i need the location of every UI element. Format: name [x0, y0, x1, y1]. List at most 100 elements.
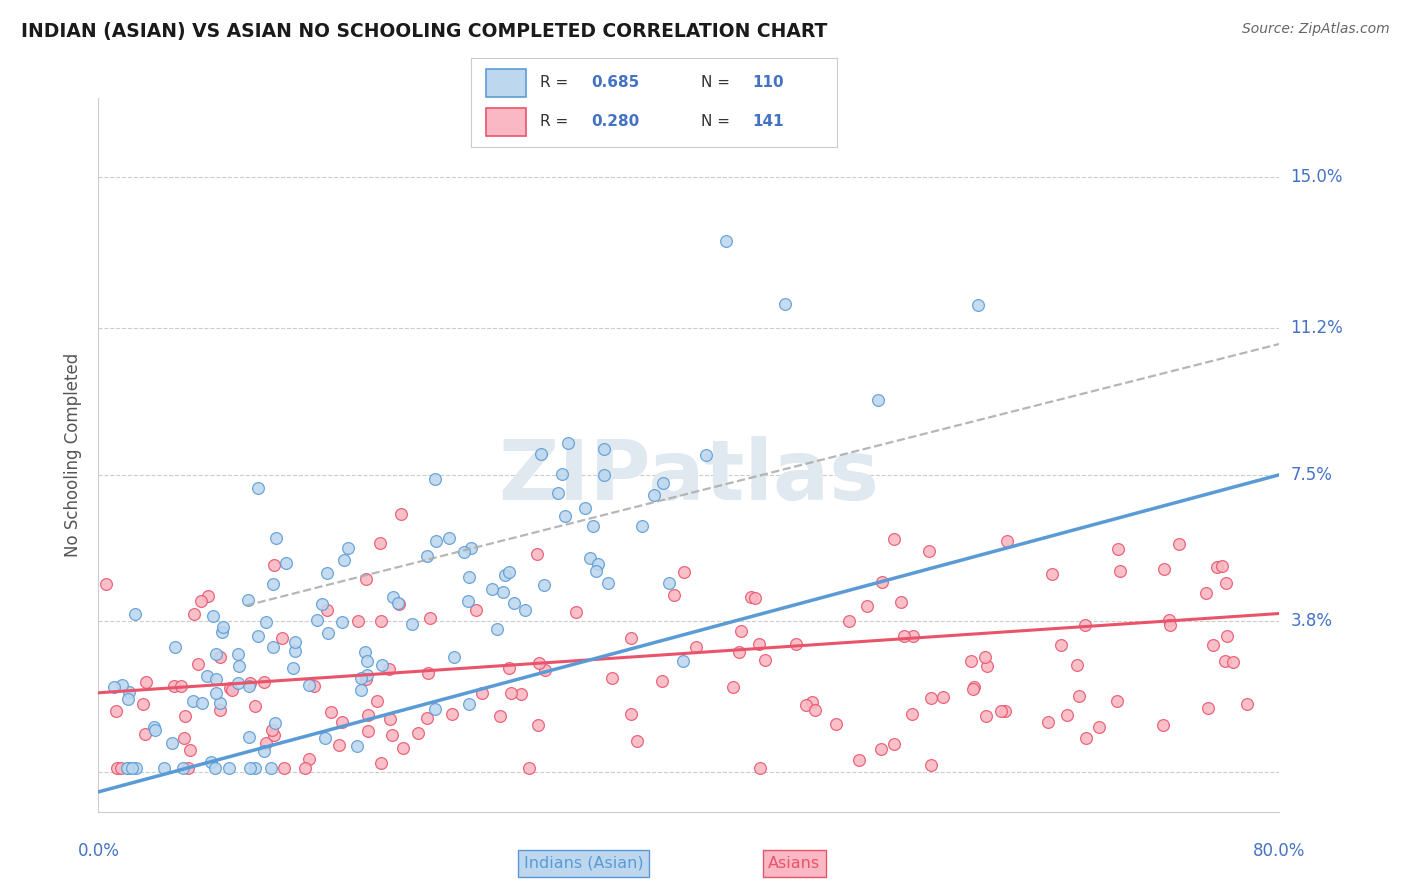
Text: Source: ZipAtlas.com: Source: ZipAtlas.com: [1241, 22, 1389, 37]
Text: 110: 110: [752, 75, 785, 90]
Point: [270, 631, 292, 645]
Point: [212, 620, 235, 634]
Point: [995, 534, 1018, 549]
Point: [1050, 638, 1073, 652]
Point: [262, 577, 284, 591]
Point: [382, 590, 405, 604]
Point: [1105, 694, 1128, 708]
Point: [962, 681, 984, 696]
Point: [1056, 707, 1078, 722]
Point: [900, 707, 922, 722]
Text: Indians (Asian): Indians (Asian): [523, 856, 644, 871]
Point: [170, 679, 193, 693]
Point: [593, 442, 616, 456]
Point: [307, 613, 329, 627]
Point: [378, 662, 401, 676]
Point: [273, 761, 295, 775]
Point: [773, 297, 796, 311]
Point: [920, 758, 942, 772]
Point: [1036, 715, 1059, 730]
Point: [190, 593, 212, 607]
Point: [370, 756, 392, 770]
Text: 3.8%: 3.8%: [1291, 613, 1333, 631]
Point: [585, 565, 607, 579]
Point: [547, 485, 569, 500]
Point: [205, 672, 228, 686]
Point: [260, 761, 283, 775]
Point: [579, 551, 602, 566]
Point: [1040, 566, 1063, 581]
Point: [513, 602, 536, 616]
Point: [173, 709, 195, 723]
Point: [246, 629, 269, 643]
Point: [1074, 731, 1097, 746]
Text: ZIPatlas: ZIPatlas: [499, 436, 879, 516]
Point: [294, 761, 316, 775]
Point: [135, 675, 157, 690]
Point: [208, 696, 231, 710]
Point: [281, 661, 304, 675]
Point: [191, 697, 214, 711]
Point: [350, 683, 373, 698]
Point: [620, 707, 643, 722]
Point: [754, 652, 776, 666]
Point: [370, 615, 392, 629]
Text: 7.5%: 7.5%: [1291, 466, 1333, 483]
Text: 0.280: 0.280: [592, 114, 640, 129]
Point: [381, 728, 404, 742]
Point: [557, 436, 579, 450]
Point: [387, 596, 409, 610]
Point: [893, 628, 915, 642]
Text: INDIAN (ASIAN) VS ASIAN NO SCHOOLING COMPLETED CORRELATION CHART: INDIAN (ASIAN) VS ASIAN NO SCHOOLING COM…: [21, 22, 828, 41]
Point: [238, 761, 260, 775]
Point: [356, 654, 378, 668]
Point: [388, 598, 411, 612]
Point: [263, 558, 285, 573]
Point: [1236, 698, 1258, 712]
Point: [494, 568, 516, 582]
Point: [333, 553, 356, 567]
Point: [517, 761, 540, 775]
Point: [177, 761, 200, 775]
Point: [104, 705, 127, 719]
Point: [357, 707, 380, 722]
Y-axis label: No Schooling Completed: No Schooling Completed: [63, 353, 82, 557]
Point: [145, 723, 167, 737]
Point: [631, 518, 654, 533]
Point: [1197, 701, 1219, 715]
Point: [117, 761, 139, 775]
Point: [253, 744, 276, 758]
Point: [554, 508, 576, 523]
Text: R =: R =: [540, 114, 574, 129]
Point: [416, 549, 439, 563]
Point: [330, 714, 353, 729]
Point: [298, 678, 321, 692]
Point: [1153, 562, 1175, 576]
Text: R =: R =: [540, 75, 574, 90]
Point: [1152, 717, 1174, 731]
Point: [527, 656, 550, 670]
Point: [501, 686, 523, 700]
Point: [458, 570, 481, 584]
Point: [173, 731, 195, 745]
Point: [748, 761, 770, 775]
Point: [931, 690, 953, 705]
Point: [1216, 629, 1239, 643]
Point: [527, 718, 550, 732]
Point: [883, 737, 905, 751]
Point: [298, 752, 321, 766]
Point: [316, 626, 339, 640]
Point: [643, 488, 665, 502]
Point: [1215, 576, 1237, 591]
Point: [243, 761, 266, 775]
Point: [350, 672, 373, 686]
Point: [1159, 618, 1181, 632]
Point: [443, 649, 465, 664]
Point: [195, 669, 218, 683]
Point: [870, 742, 893, 756]
Point: [453, 544, 475, 558]
Point: [366, 694, 388, 708]
Point: [664, 588, 686, 602]
Point: [238, 679, 260, 693]
Point: [228, 676, 250, 690]
